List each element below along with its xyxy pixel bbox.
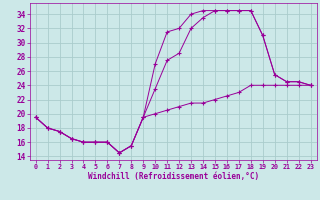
X-axis label: Windchill (Refroidissement éolien,°C): Windchill (Refroidissement éolien,°C)	[88, 172, 259, 181]
